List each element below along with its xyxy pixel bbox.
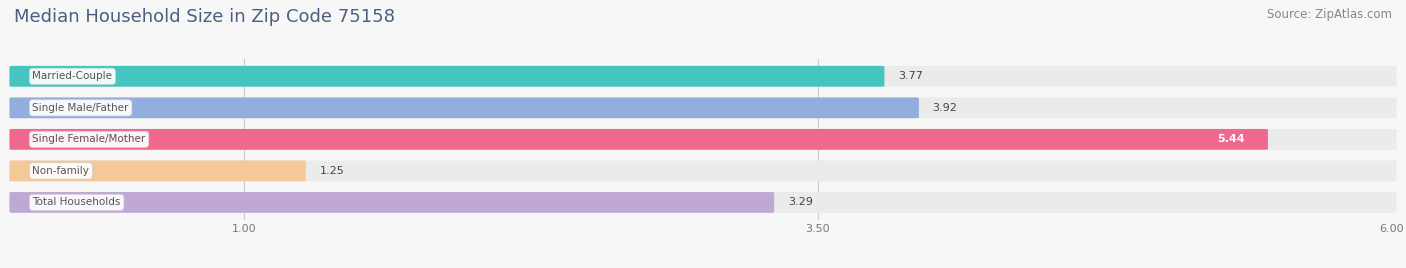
FancyBboxPatch shape <box>10 129 1268 150</box>
FancyBboxPatch shape <box>10 98 920 118</box>
Text: Median Household Size in Zip Code 75158: Median Household Size in Zip Code 75158 <box>14 8 395 26</box>
Text: 1.25: 1.25 <box>319 166 344 176</box>
Text: 3.29: 3.29 <box>787 198 813 207</box>
FancyBboxPatch shape <box>10 161 1396 181</box>
Text: Total Households: Total Households <box>32 198 121 207</box>
Text: Non-family: Non-family <box>32 166 90 176</box>
Text: Single Male/Father: Single Male/Father <box>32 103 129 113</box>
FancyBboxPatch shape <box>10 161 305 181</box>
Text: Single Female/Mother: Single Female/Mother <box>32 134 146 144</box>
FancyBboxPatch shape <box>10 66 1396 87</box>
Text: 3.77: 3.77 <box>898 71 924 81</box>
FancyBboxPatch shape <box>10 98 1396 118</box>
FancyBboxPatch shape <box>10 192 1396 213</box>
Text: 5.44: 5.44 <box>1218 134 1244 144</box>
FancyBboxPatch shape <box>10 192 775 213</box>
FancyBboxPatch shape <box>10 66 884 87</box>
Text: Married-Couple: Married-Couple <box>32 71 112 81</box>
Text: Source: ZipAtlas.com: Source: ZipAtlas.com <box>1267 8 1392 21</box>
FancyBboxPatch shape <box>10 129 1396 150</box>
Text: 3.92: 3.92 <box>932 103 957 113</box>
